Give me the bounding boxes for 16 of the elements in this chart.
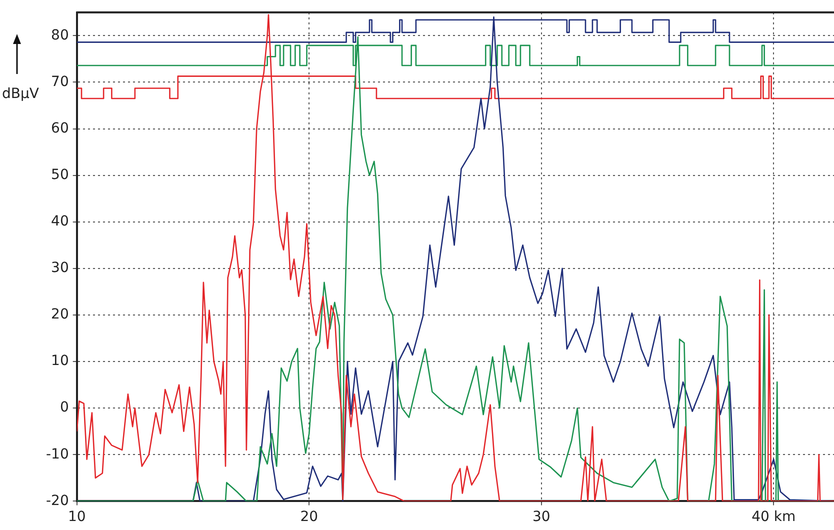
y-tick-label: 20 [51, 306, 69, 323]
y-axis-title: dBµV [2, 86, 39, 102]
y-tick-label: 40 [51, 214, 69, 230]
y-tick-label: 50 [51, 166, 69, 183]
y-tick-label: 10 [51, 353, 69, 370]
y-tick-label: 0 [60, 400, 69, 416]
x-tick-label: 10 [68, 509, 86, 526]
x-tick-label: 40 km [752, 509, 796, 526]
y-tick-label: -20 [46, 492, 69, 509]
y-tick-label: 80 [51, 27, 69, 44]
y-tick-label: -10 [46, 446, 69, 462]
x-tick-label: 20 [300, 509, 318, 526]
y-tick-label: 70 [51, 74, 69, 90]
x-tick-label: 30 [532, 509, 550, 526]
y-tick-label: 30 [51, 260, 69, 276]
y-tick-label: 60 [51, 120, 69, 136]
